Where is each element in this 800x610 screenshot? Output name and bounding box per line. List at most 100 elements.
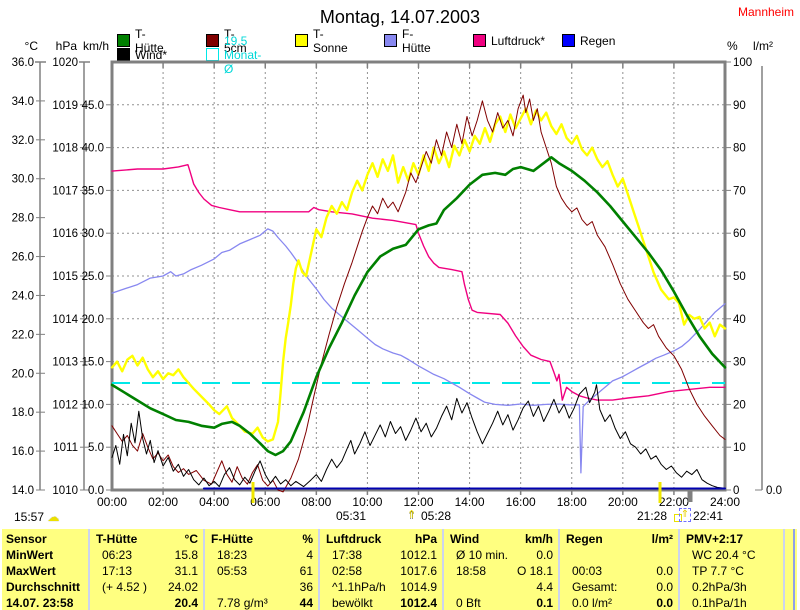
legend-label: 19.5 Monat-Ø <box>224 33 262 76</box>
legend-item: T-Sonne <box>295 27 348 55</box>
axis-tick-label: 0 <box>733 485 739 497</box>
table-cell-value: 20.4 <box>174 596 198 610</box>
axis-tick-label: 1019 <box>52 100 78 112</box>
table-row-label: MinWert <box>6 548 54 562</box>
axis-tick-label: 40.0 <box>82 143 104 155</box>
axis-tick-label: 60 <box>733 228 746 240</box>
table-cell-value: 24.02 <box>167 580 198 594</box>
table-header-name: PMV+2:17 <box>686 532 744 546</box>
axis-tick-label: 20 <box>733 399 746 411</box>
axis-tick-label: 100 <box>733 57 752 69</box>
axis-tick-label: 80 <box>733 143 746 155</box>
sunset-time: 21:28 <box>637 509 668 523</box>
table-row-label: Sensor <box>6 532 47 546</box>
table-cell-value: 4 <box>306 548 313 562</box>
weather-table: Sensor MinWert MaxWert Durchschnitt 14.07. 2… <box>2 527 797 610</box>
table-cell-value: 0.0 <box>656 580 673 594</box>
axis-tick-label: 10 <box>733 442 746 454</box>
unit-label-hpa: hPa <box>55 39 77 53</box>
table-cell: WC 20.4 °C <box>682 547 781 563</box>
table-header-name: Regen <box>566 532 603 546</box>
table-header-unit: hPa <box>414 532 437 546</box>
table-cell: 36 <box>207 579 315 595</box>
axis-tick-label: 32.0 <box>12 135 34 147</box>
series-f-hütte <box>111 228 726 474</box>
axis-tick-label: 70 <box>733 185 746 197</box>
table-cell: 00:03 0.0 <box>562 563 675 579</box>
axis-tick-label: 90 <box>733 100 746 112</box>
table-cell-value: 1012.4 <box>400 596 437 610</box>
legend-label: Luftdruck* <box>491 33 546 48</box>
sunset-icon <box>674 514 682 522</box>
table-cell: 4.4 <box>446 579 555 595</box>
table-cell <box>562 547 675 563</box>
table-row-label: MaxWert <box>6 564 56 578</box>
table-separator <box>318 529 320 610</box>
axis-tick-label: 10:00 <box>352 495 382 509</box>
legend-label: T-5cm <box>224 26 247 55</box>
legend-swatch <box>384 34 397 47</box>
unit-label-lm2: l/m² <box>753 39 773 53</box>
table-cell: 02:58 1017.6 <box>322 563 439 579</box>
table-separator <box>88 529 90 610</box>
axis-tick-label: 18.0 <box>12 407 34 419</box>
sunrise-icon: ⇑ <box>407 509 417 521</box>
station-name: Mannheim <box>737 5 794 19</box>
table-cell: Gesamt: 0.0 <box>562 579 675 595</box>
table-cell-value: 4.4 <box>536 580 553 594</box>
table-cell: ^1.1hPa/h 1014.9 <box>322 579 439 595</box>
table-cell-text: 7.78 g/m³ <box>217 596 268 610</box>
legend-swatch <box>206 34 219 47</box>
table-column-header: Luftdruck hPa <box>322 531 439 547</box>
axis-tick-label: 06:00 <box>250 495 280 509</box>
legend-item: F-Hütte <box>384 27 431 55</box>
axis-tick-label: 1011 <box>53 442 78 454</box>
table-cell-text: WC 20.4 °C <box>692 548 756 562</box>
table-header-name: T-Hütte <box>96 532 138 546</box>
axis-tick-label: 24:00 <box>710 495 740 509</box>
table-header-unit: % <box>302 532 313 546</box>
page-title: Montag, 14.07.2003 <box>319 7 481 27</box>
unit-label-kmh: km/h <box>82 39 109 53</box>
table-cell: 18:23 4 <box>207 547 315 563</box>
axis-tick-label: 0.0 <box>88 485 104 497</box>
table-separator <box>203 529 205 610</box>
axis-tick-label: 02:00 <box>148 495 178 509</box>
table-cell-value: 1014.9 <box>400 580 437 594</box>
axis-tick-label: 1014 <box>52 314 78 326</box>
legend-swatch <box>473 34 486 47</box>
axis-tick-label: 30 <box>733 357 746 369</box>
axis-tick-label: 40 <box>733 314 746 326</box>
table-cell: 17:38 1012.1 <box>322 547 439 563</box>
table-cell: 0 Bft 0.1 <box>446 595 555 610</box>
table-cell: 7.78 g/m³ 44 <box>207 595 315 610</box>
legend-swatch <box>295 34 308 47</box>
legend-item: Regen <box>562 34 615 48</box>
table-cell: 0.2hPa/3h <box>682 579 781 595</box>
table-cell-value: 0.1 <box>536 596 553 610</box>
table-cell-value: 61 <box>299 564 313 578</box>
axis-tick-label: 24.0 <box>12 290 34 302</box>
table-row-label: 14.07. 23:58 <box>6 596 74 610</box>
table-column-header: Regen l/m² <box>562 531 675 547</box>
moonset-time: 05:31 <box>336 509 367 523</box>
table-separator <box>678 529 680 610</box>
table-column-header: Wind km/h <box>446 531 555 547</box>
legend-swatch <box>562 34 575 47</box>
axis-tick-label: 45.0 <box>82 100 104 112</box>
table-cell-text: 18:23 <box>217 548 248 562</box>
legend-label: T-Sonne <box>313 26 348 55</box>
axis-tick-label: 22.0 <box>12 329 34 341</box>
table-header-unit: °C <box>184 532 198 546</box>
axis-tick-label: 1012 <box>52 399 78 411</box>
axis-tick-label: 20.0 <box>12 368 34 380</box>
axis-tick-label: 50 <box>733 271 746 283</box>
table-cell: 0.1hPa/1h <box>682 595 781 610</box>
table-cell-value: 1017.6 <box>400 564 437 578</box>
table-column-header: F-Hütte% <box>207 531 315 547</box>
axis-tick-label: 18:00 <box>557 495 587 509</box>
table-column-header: PMV+2:17 <box>682 531 781 547</box>
table-cell: 20.4 <box>92 595 200 610</box>
axis-tick-label: 00:00 <box>97 495 127 509</box>
